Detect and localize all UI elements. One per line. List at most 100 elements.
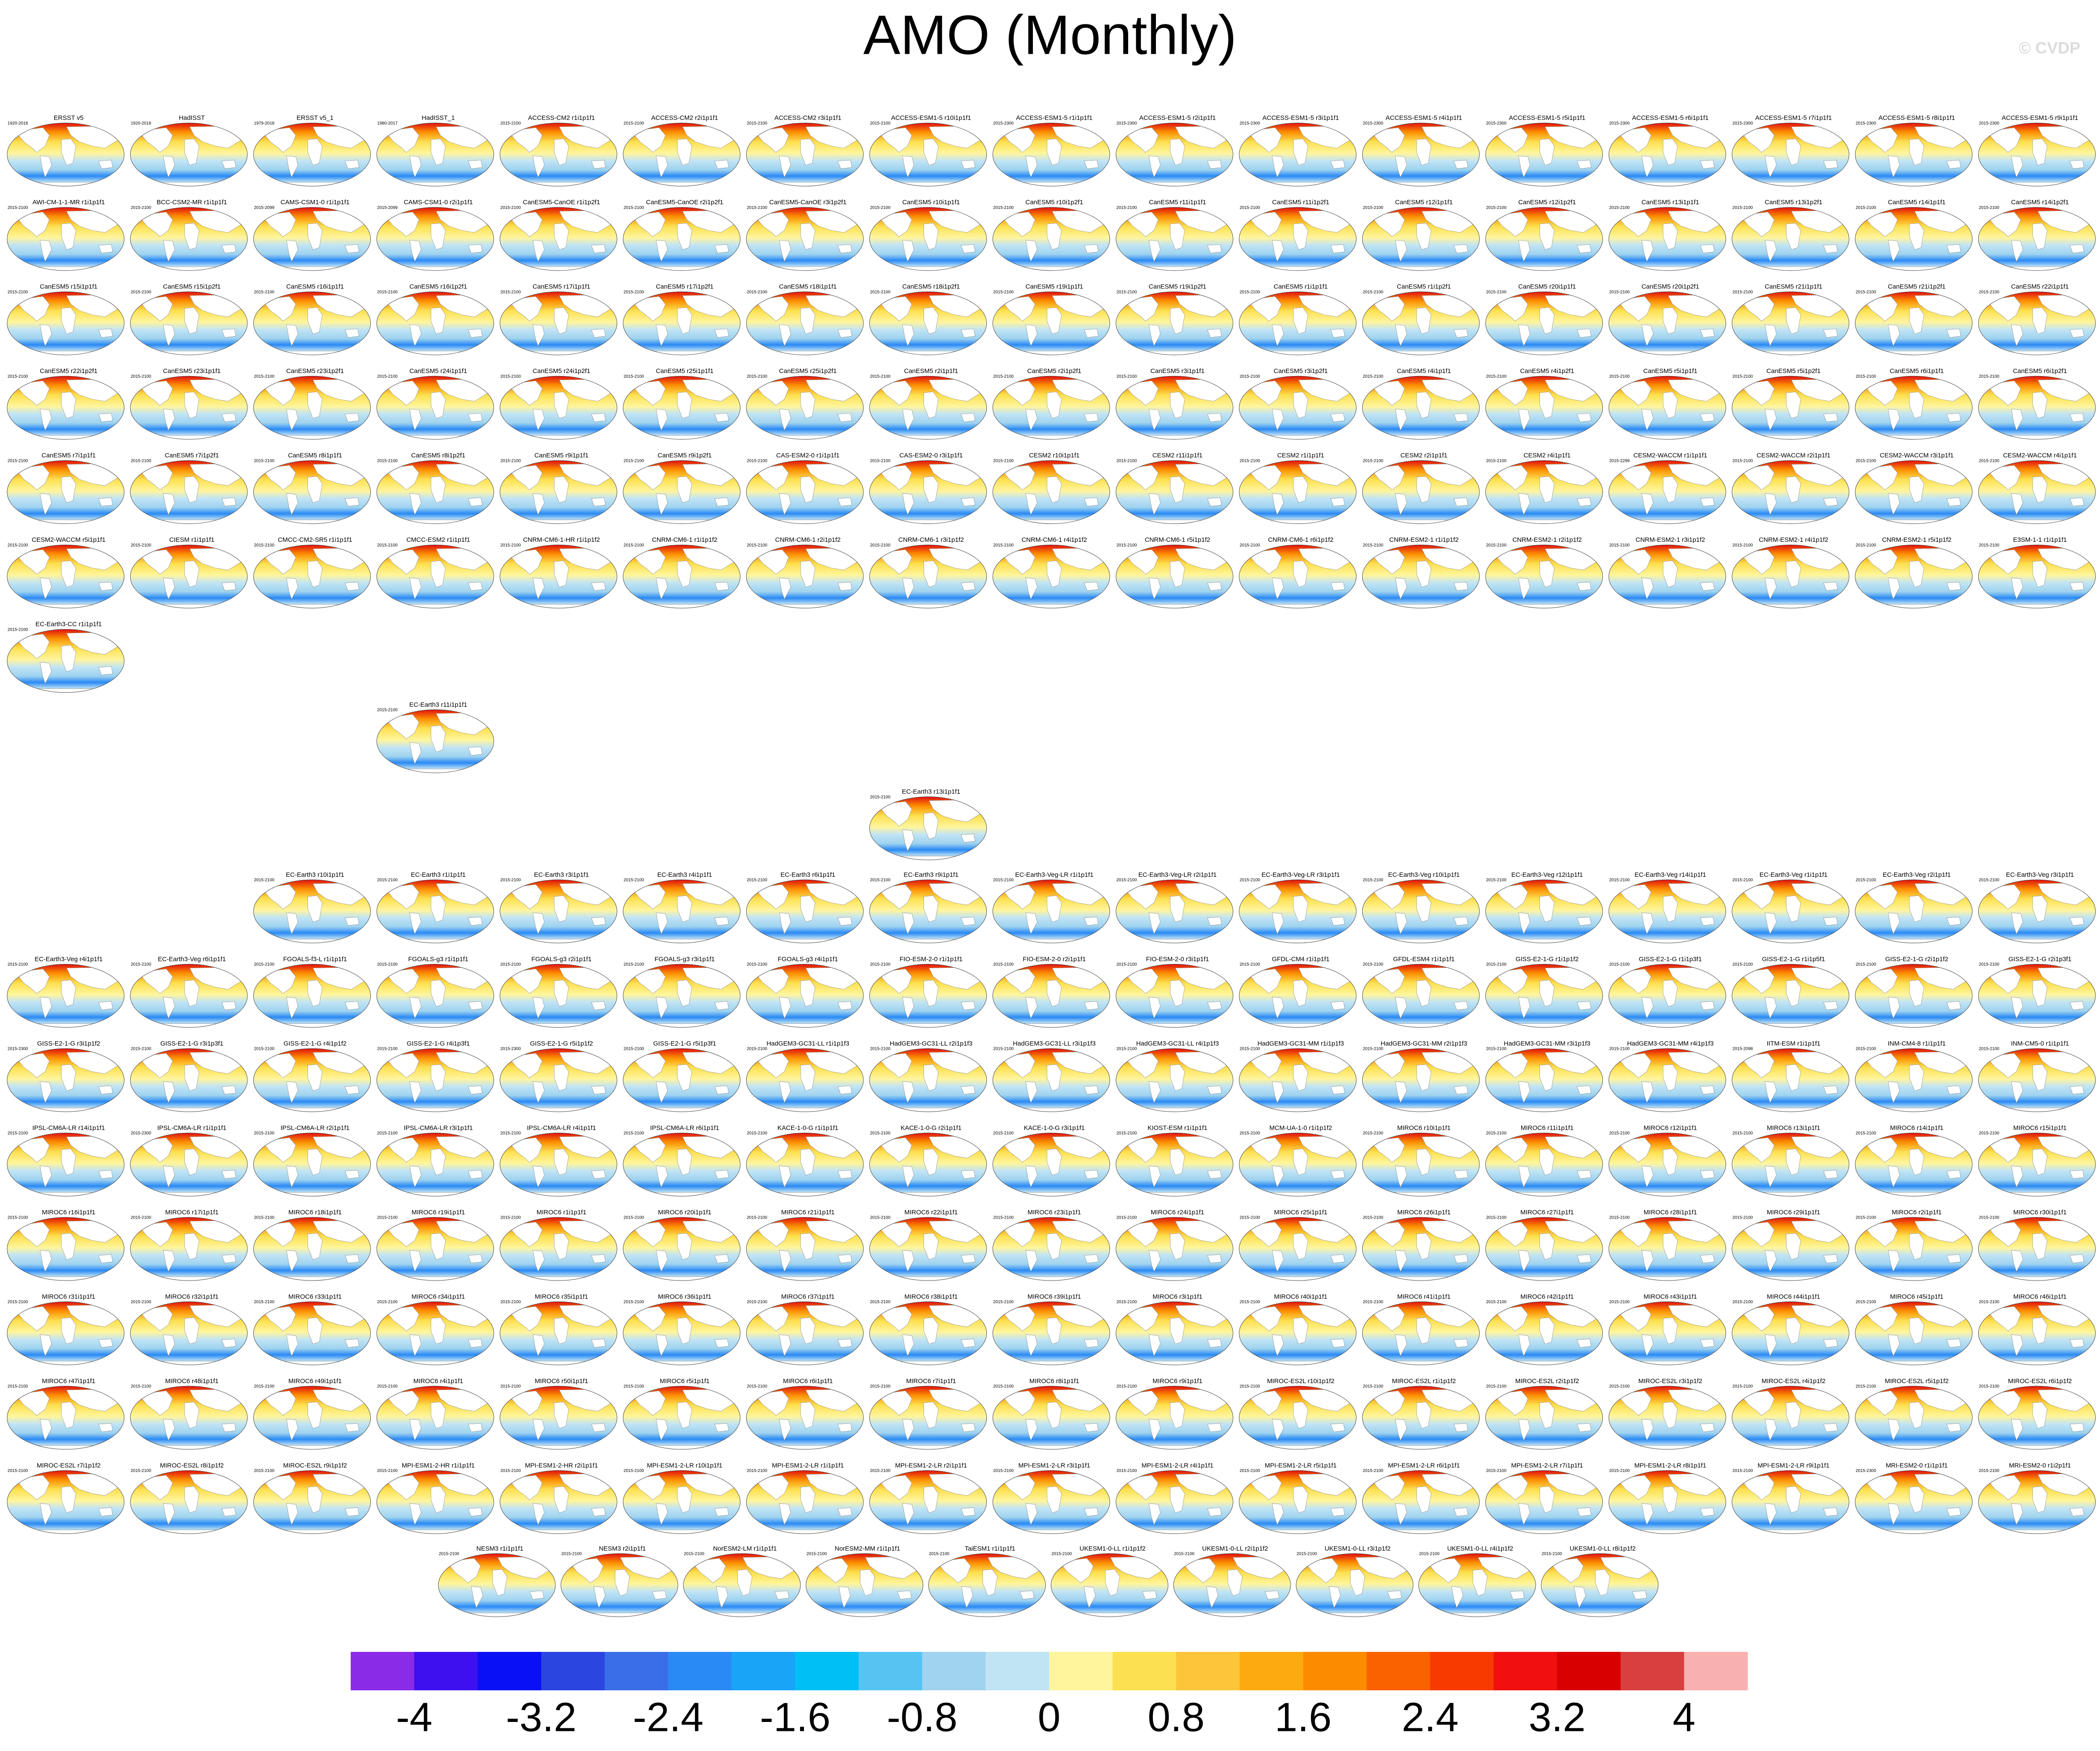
map-panel: FGOALS-g3 r3i1p1f1 2015-2100 [623, 955, 741, 1028]
panel-title: EC-Earth3-Veg r12i1p1f1 [1511, 871, 1583, 878]
panel-period: 1979-2018 [254, 121, 275, 126]
panel-title: IPSL-CM6A-LR r3i1p1f1 [404, 1125, 473, 1132]
colorbar-box [414, 1652, 478, 1690]
panel-period: 2015-2100 [747, 1384, 767, 1389]
map-panel: MRI-ESM2-0 r1i2p1f1 2015-2100 [1978, 1462, 2096, 1534]
map-panel: CanESM5 r23i1p1f1 2015-2100 [130, 367, 248, 440]
map [499, 1049, 617, 1112]
map [1608, 461, 1726, 524]
map [1855, 964, 1973, 1028]
map [1978, 1302, 2096, 1366]
panel-period: 2015-2100 [1733, 1216, 1753, 1220]
panel-period: 2015-2100 [1979, 290, 1999, 294]
colorbar-box [731, 1652, 795, 1690]
map [1855, 461, 1973, 524]
panel-title: MPI-ESM1-2-LR r5i1p1f1 [1265, 1462, 1337, 1469]
map [130, 1133, 248, 1197]
panel-period: 2015-2300 [1116, 121, 1137, 126]
panel-title: CanESM5 r16i1p2f1 [409, 283, 467, 291]
map [869, 964, 987, 1028]
map-panel: CAS-ESM2-0 r1i1p1f1 2015-2100 [746, 452, 864, 524]
panel-title: HadGEM3-GC31-MM r2i1p1f3 [1381, 1040, 1467, 1047]
map [869, 545, 987, 608]
map [499, 964, 617, 1028]
map [560, 1554, 678, 1617]
panel-period: 2015-2100 [1116, 1131, 1137, 1136]
map-panel: NESM3 r1i1p1f1 2015-2100 [438, 1545, 556, 1617]
panel-period: 2015-2100 [1240, 878, 1260, 883]
panel-period: 2015-2300 [8, 1047, 28, 1052]
panel-title: CanESM5 r1i1p2f1 [1397, 283, 1451, 291]
panel-title: MIROC6 r46i1p1f1 [2013, 1293, 2067, 1301]
map-panel: CanESM5 r3i1p1f1 2015-2100 [1115, 367, 1233, 440]
panel-period: 2015-2100 [993, 206, 1014, 210]
panel-title: MIROC6 r49i1p1f1 [288, 1378, 342, 1385]
panel-title: INM-CM5-0 r1i1p1f1 [2011, 1040, 2069, 1047]
panel-period: 2015-2100 [1363, 206, 1383, 210]
panel-title: ACCESS-CM2 r3i1p1f1 [774, 115, 842, 122]
panel-title: MIROC6 r18i1p1f1 [288, 1209, 342, 1216]
map [253, 376, 371, 440]
map [1362, 123, 1480, 187]
panel-period: 2015-2100 [377, 708, 398, 713]
panel-period: 2015-2100 [254, 1384, 275, 1389]
panel-period: 2015-2100 [1733, 374, 1753, 379]
map [992, 1217, 1110, 1281]
map-panel: CNRM-ESM2-1 r5i1p1f2 2015-2100 [1855, 536, 1973, 608]
map [1362, 964, 1480, 1028]
panel-title: CanESM5 r8i1p2f1 [411, 452, 466, 459]
map-panel: MPI-ESM1-2-LR r8i1p1f1 2015-2100 [1608, 1462, 1726, 1534]
map [992, 964, 1110, 1028]
panel-period: 2015-2100 [500, 458, 521, 463]
map-panel: CESM2 r2i1p1f1 2015-2100 [1362, 452, 1480, 524]
map-panel: CNRM-CM6-1 r6i1p1f2 2015-2100 [1239, 536, 1357, 608]
panel-title: MIROC-ES2L r2i1p1f2 [1515, 1378, 1579, 1385]
panel-period: 2015-2300 [1979, 121, 1999, 126]
panel-title: CanESM5 r23i1p1f1 [163, 367, 221, 375]
panel-title: FGOALS-g3 r1i1p1f1 [408, 955, 468, 963]
panel-title: MIROC6 r44i1p1f1 [1767, 1293, 1820, 1301]
panel-period: 2015-2299 [1609, 458, 1630, 463]
map [1362, 545, 1480, 608]
panel-period: 2015-2100 [8, 1469, 28, 1473]
panel-period: 2015-2100 [747, 878, 767, 883]
panel-period: 2015-2100 [254, 543, 275, 548]
map-panel: GISS-E2-1-G r4i1p1f2 2015-2100 [253, 1040, 371, 1112]
map [1855, 207, 1973, 271]
panel-period: 2015-2100 [870, 1047, 891, 1052]
panel-period: 2015-2100 [870, 543, 891, 548]
panel-period: 2015-2100 [870, 374, 891, 379]
panel-title: CESM2 r1i1p1f1 [1277, 452, 1324, 459]
panel-period: 2015-2100 [1733, 1469, 1753, 1473]
map-panel: CanESM5 r11i1p1f1 2015-2100 [1115, 199, 1233, 271]
panel-period: 2015-2100 [1486, 1216, 1507, 1220]
map-panel: CanESM5 r3i1p2f1 2015-2100 [1239, 367, 1357, 440]
panel-title: HadGEM3-GC31-LL r3i1p1f3 [1013, 1040, 1096, 1047]
panel-title: MRI-ESM2-0 r1i2p1f1 [2009, 1462, 2071, 1469]
map [1978, 123, 2096, 187]
map-panel: CanESM5 r4i1p2f1 2015-2100 [1485, 367, 1603, 440]
panel-title: CanESM5 r19i1p1f1 [1025, 283, 1083, 291]
panel-title: IPSL-CM6A-LR r2i1p1f1 [281, 1125, 350, 1132]
panel-title: GISS-E2-1-G r3i1p3f1 [160, 1040, 223, 1047]
panel-period: 2015-2100 [8, 1300, 28, 1304]
panel-title: MIROC6 r34i1p1f1 [411, 1293, 465, 1301]
map [1978, 1217, 2096, 1281]
map [1115, 1302, 1233, 1366]
panel-title: CESM2 r2i1p1f1 [1400, 452, 1447, 459]
panel-period: 2015-2100 [1240, 374, 1260, 379]
panel-title: HadGEM3-GC31-MM r3i1p1f3 [1504, 1040, 1590, 1047]
map-panel: IPSL-CM6A-LR r1i1p1f1 2015-2300 [130, 1125, 248, 1197]
panel-title: MIROC6 r26i1p1f1 [1397, 1209, 1451, 1216]
panel-period: 2015-2100 [1979, 1469, 1999, 1473]
map [130, 1049, 248, 1112]
map [130, 376, 248, 440]
map-panel: EC-Earth3-Veg r12i1p1f1 2015-2100 [1485, 871, 1603, 943]
map-panel: CanESM5 r21i1p2f1 2015-2100 [1855, 283, 1973, 355]
map [1362, 1049, 1480, 1112]
map [746, 1302, 864, 1366]
map [1485, 545, 1603, 608]
map [1115, 292, 1233, 355]
